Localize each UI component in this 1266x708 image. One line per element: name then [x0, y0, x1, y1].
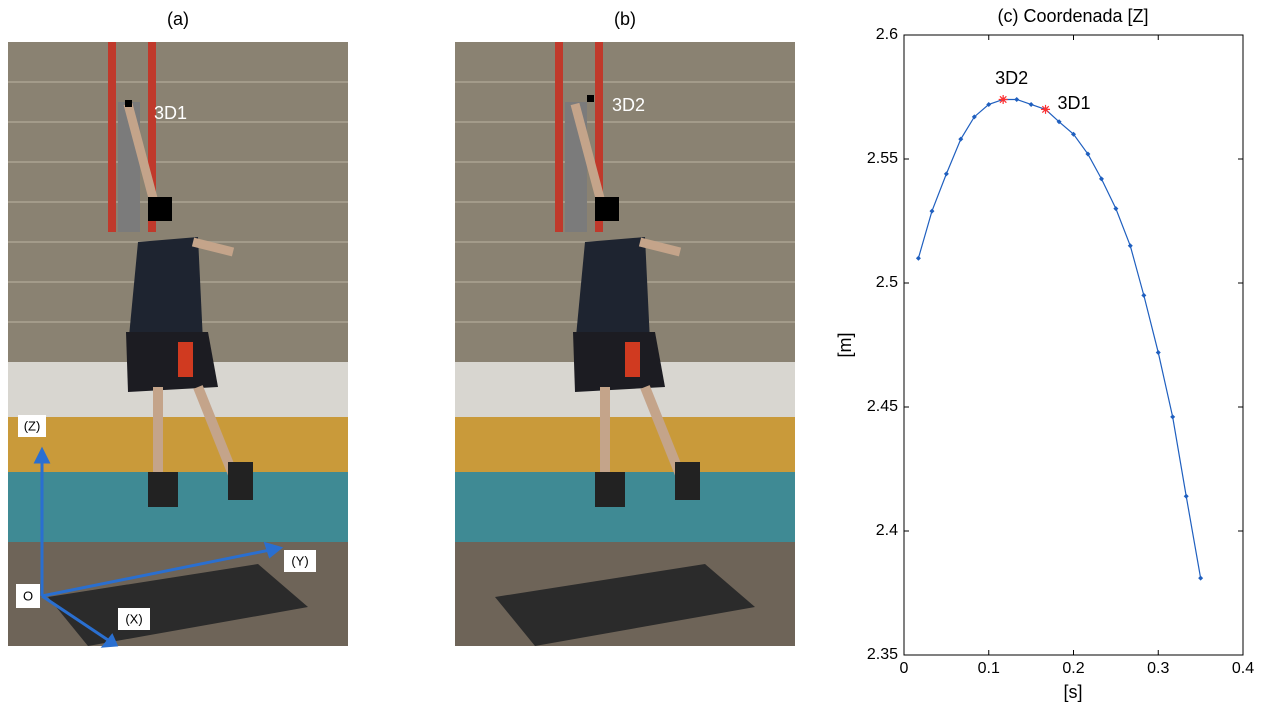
marker-label: 3D1	[154, 103, 187, 123]
y-tick-label: 2.5	[876, 274, 898, 291]
x-tick-label: 0.4	[1232, 660, 1254, 677]
chart-title: (c) Coordenada [Z]	[997, 6, 1148, 26]
photo-a: 3D1 (Z) (Y) (X) O	[8, 42, 348, 646]
y-axis-label: [m]	[835, 333, 855, 358]
page: {"panels": [ {"label": "(a)", "marker": …	[0, 0, 1266, 708]
y-tick-label: 2.55	[867, 150, 898, 167]
x-tick-label: 0	[900, 660, 909, 677]
y-tick-label: 2.45	[867, 398, 898, 415]
annotation-label: 3D2	[995, 68, 1028, 88]
marker-label: 3D2	[612, 95, 645, 115]
axis-label: (X)	[125, 611, 142, 626]
x-tick-label: 0.2	[1062, 660, 1084, 677]
panel-label: (b)	[614, 9, 636, 29]
y-tick-label: 2.35	[867, 646, 898, 663]
figure: (a) 3D1 (Z) (Y) (X) O (b) 3D2 (c) Coorde…	[0, 0, 1266, 708]
axis-label: (Y)	[291, 553, 308, 568]
photo-b: 3D2	[455, 42, 795, 646]
plot-frame	[904, 35, 1243, 655]
panel-label: (a)	[167, 9, 189, 29]
y-tick-label: 2.6	[876, 26, 898, 43]
y-tick-label: 2.4	[876, 522, 898, 539]
x-tick-label: 0.3	[1147, 660, 1169, 677]
chart: (c) Coordenada [Z] [s] [m] 2.35 2.4 2.45 2.…	[835, 6, 1254, 702]
axis-label: (Z)	[24, 418, 41, 433]
axis-label: O	[23, 588, 33, 603]
annotation-label: 3D1	[1058, 93, 1091, 113]
annotation-star	[999, 95, 1008, 104]
annotation-star	[1041, 105, 1050, 114]
x-axis-label: [s]	[1063, 682, 1082, 702]
x-tick-label: 0.1	[978, 660, 1000, 677]
